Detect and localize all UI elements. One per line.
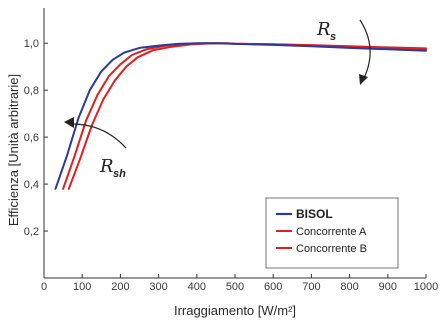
rsh-annotation: R sh [64,117,127,180]
rs-label: R [316,19,331,40]
legend-box [265,197,399,269]
x-tick-label: 400 [188,281,206,293]
y-tick-label: 0,2 [24,226,39,238]
legend-label-concorrente-a: Concorrente A [296,226,367,238]
x-tick-label: 700 [302,281,320,293]
x-axis-title: Irraggiamento [W/m²] [174,303,296,318]
y-tick-label: 0,6 [24,132,39,144]
rsh-arrow [71,123,127,149]
rs-arrow [359,19,371,79]
rsh-arrowhead [64,117,74,128]
x-tick-label: 600 [264,281,282,293]
y-axis-title: Efficienza [Unità arbitrarie] [6,74,21,226]
rs-subscript: s [330,31,336,43]
x-tick-label: 300 [149,281,167,293]
legend: BISOL Concorrente A Concorrente B [265,197,399,269]
rsh-label: R [99,156,114,177]
x-tick-label: 100 [73,281,91,293]
y-tick-label: 0,4 [24,179,39,191]
rs-annotation: R s [316,19,371,85]
y-tick-label: 0,8 [24,85,39,97]
series-line-concorrente-a [62,42,427,190]
rsh-subscript: sh [113,168,126,180]
y-tick-labels: 0,2 0,4 0,6 0,8 1,0 [24,38,48,238]
legend-label-bisol: BISOL [296,207,333,221]
x-tick-labels: 0 100 200 300 400 500 600 700 800 900 1000 [41,274,438,293]
x-tick-label: 800 [340,281,358,293]
x-tick-label: 900 [379,281,397,293]
x-tick-label: 1000 [414,281,438,293]
x-tick-label: 500 [226,281,244,293]
x-tick-label: 200 [111,281,129,293]
series-lines [54,42,427,190]
y-tick-label: 1,0 [24,38,39,50]
x-tick-label: 0 [41,281,47,293]
series-line-concorrente-b [67,42,427,190]
rs-arrowhead [359,74,368,85]
series-line-bisol [54,42,427,190]
legend-label-concorrente-b: Concorrente B [296,243,367,255]
